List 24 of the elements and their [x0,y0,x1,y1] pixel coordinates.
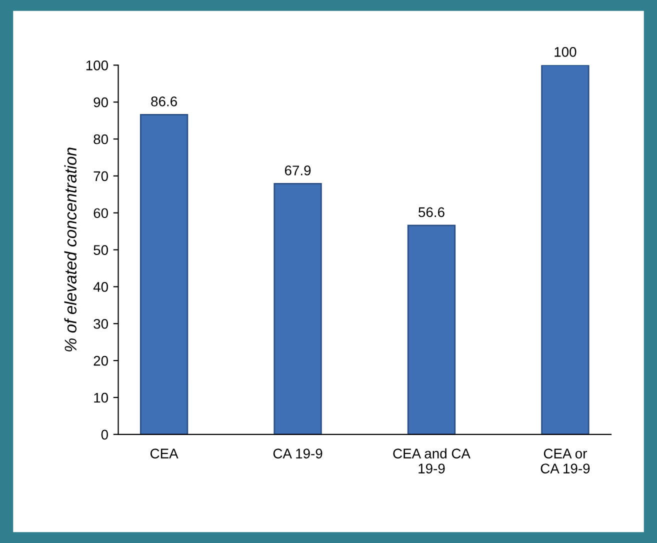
y-tick-label: 80 [94,134,108,144]
x-tick-label: CA 19-9 [273,448,322,458]
y-tick-label: 60 [94,208,108,218]
y-tick-label: 70 [94,171,108,182]
bar [140,114,188,434]
data-label: 86.6 [151,96,177,106]
x-tick-label: CEA [150,448,178,458]
bar [407,224,456,434]
bar [541,65,590,434]
data-label: 56.6 [418,207,444,218]
bar [274,182,322,434]
data-label: 67.9 [284,166,311,176]
x-tick-label: CEA or CA 19-9 [540,448,590,474]
y-tick-label: 40 [93,282,108,292]
y-tick-label: 90 [94,97,108,108]
y-tick-label: 20 [94,356,108,366]
data-label: 100 [554,47,576,57]
x-tick-label: CEA and CA 19-9 [393,448,470,474]
y-tick-label: 0 [101,430,108,440]
y-tick-label: 10 [94,392,108,403]
y-tick-label: 100 [86,60,108,70]
y-tick-label: 30 [94,318,108,329]
y-axis-title: % of elevated concentration [64,148,77,352]
y-tick-label: 50 [94,245,108,255]
